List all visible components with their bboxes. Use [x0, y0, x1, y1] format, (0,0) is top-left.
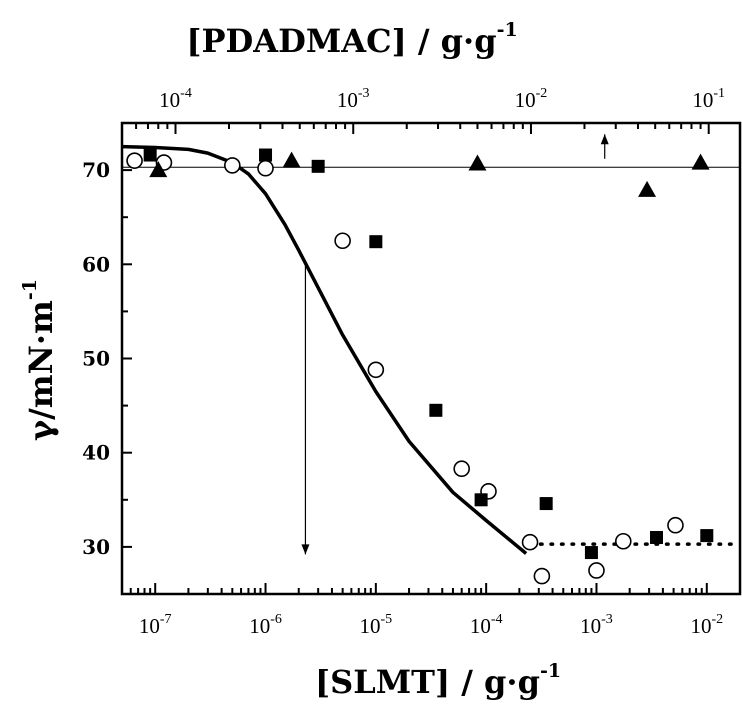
y-tick-label: 30 — [82, 535, 110, 559]
x-tick-label: 10-2 — [690, 612, 723, 638]
y-tick-label: 70 — [82, 158, 110, 182]
data-point-filled-triangle — [691, 153, 710, 170]
fit-curve — [121, 144, 528, 555]
y-tick-label: 50 — [82, 347, 110, 371]
data-point-filled-triangle — [638, 180, 657, 197]
data-point-open-circle — [224, 157, 241, 174]
chart-marks: 10-7 10-6 10-5 10-4 10-3 10-2 10-4 10-3 10-2 10-1… — [82, 86, 742, 638]
data-point-open-circle — [453, 460, 470, 478]
top-axis-title: [PDADMAC] / g·g-1 — [186, 19, 517, 60]
y-tick-label: 40 — [82, 441, 110, 465]
data-point-filled-square — [429, 403, 443, 417]
data-point-filled-square — [143, 148, 157, 162]
data-point-filled-square — [539, 497, 553, 511]
data-point-open-circle — [367, 361, 385, 379]
data-point-filled-triangle — [468, 154, 487, 171]
data-point-open-circle — [588, 562, 605, 579]
data-point-filled-square — [649, 530, 663, 544]
bottom-axis-title: [SLMT] / g·g-1 — [315, 660, 561, 701]
x-tick-label: 10-3 — [580, 612, 613, 638]
data-point-filled-square — [369, 235, 383, 249]
plot-frame — [120, 121, 742, 596]
data-point-filled-square — [700, 529, 714, 543]
top-axis-title-text: [PDADMAC] / g·g — [186, 22, 496, 60]
arrow-head — [301, 544, 310, 555]
data-point-open-circle — [533, 567, 551, 585]
x-tick-label: 10-5 — [360, 612, 393, 638]
data-point-filled-square — [474, 493, 488, 507]
top-axis-title-sup: -1 — [497, 19, 518, 41]
x2-tick-label: 10-1 — [692, 86, 725, 112]
x2-tick-label: 10-2 — [515, 86, 548, 112]
data-point-filled-triangle — [282, 151, 301, 168]
data-point-open-circle — [667, 516, 684, 534]
y-axis-title-sup: -1 — [19, 279, 41, 300]
data-point-open-circle — [126, 152, 143, 169]
data-point-open-circle — [521, 533, 539, 551]
x2-tick-label: 10-3 — [337, 86, 370, 112]
y-axis-title: γ/mN·m-1 — [19, 279, 60, 441]
arrow-head — [600, 134, 609, 145]
data-point-open-circle — [614, 532, 632, 550]
data-point-filled-triangle — [149, 161, 168, 178]
bottom-axis-title-text: [SLMT] / g·g — [315, 663, 540, 701]
data-point-open-circle — [257, 159, 274, 177]
data-point-open-circle — [334, 232, 351, 250]
x-tick-label: 10-6 — [249, 612, 282, 638]
data-point-filled-square — [584, 546, 598, 560]
bottom-axis-title-sup: -1 — [540, 660, 561, 682]
y-tick-label: 60 — [82, 252, 110, 276]
x-tick-label: 10-7 — [139, 612, 172, 638]
y-axis-title-text: γ/mN·m — [22, 300, 60, 441]
x-tick-label: 10-4 — [470, 612, 503, 638]
x2-tick-label: 10-4 — [159, 86, 192, 112]
data-point-filled-square — [311, 159, 325, 173]
data-point-filled-square — [259, 148, 273, 162]
